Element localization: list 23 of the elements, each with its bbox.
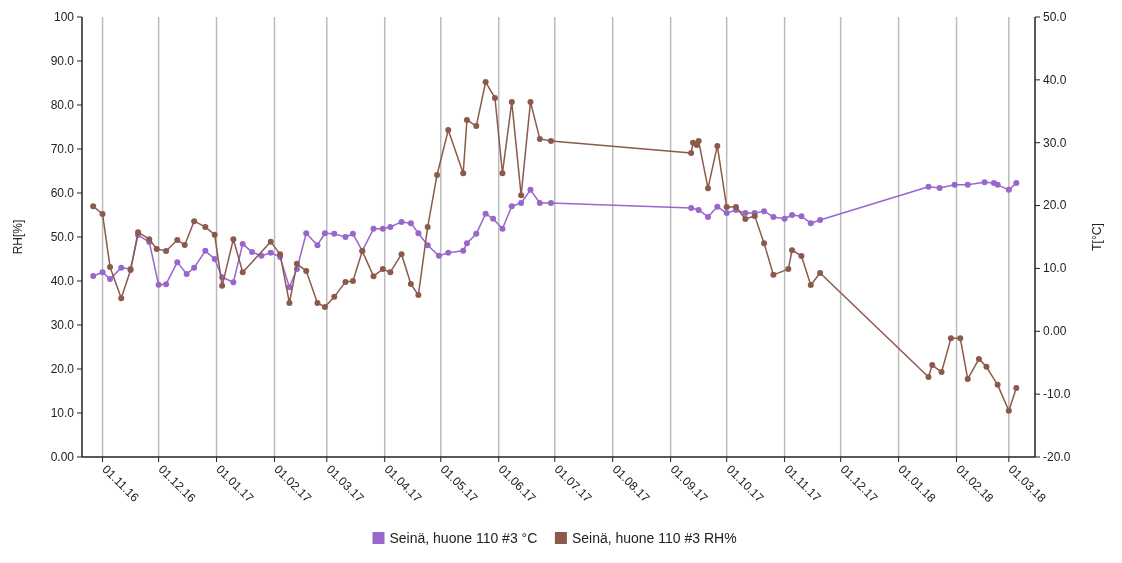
y2-tick-label: 10.0 [1043, 261, 1067, 276]
y-tick-label: 70.0 [50, 141, 75, 156]
y-tick-label: 30.0 [50, 317, 75, 332]
y-tick-label: 100 [53, 9, 75, 24]
y2-tick-label: -10.0 [1043, 386, 1071, 401]
y2-tick-label: -20.0 [1043, 449, 1071, 464]
y2-tick-label: 50.0 [1043, 9, 1067, 24]
y-tick-label: 80.0 [50, 97, 75, 112]
y-axis-title: RH[%] [11, 219, 25, 255]
y2-axis-title: T[°C] [1090, 223, 1104, 251]
y-tick-label: 40.0 [50, 273, 75, 288]
y2-tick-label: 40.0 [1043, 72, 1067, 87]
legend-label: Seinä, huone 110 #3 RH% [571, 530, 737, 546]
y-tick-label: 20.0 [50, 361, 75, 376]
y2-tick-label: 0.00 [1043, 324, 1067, 339]
y2-tick-label: 20.0 [1043, 198, 1067, 213]
y-tick-label: 90.0 [50, 53, 75, 68]
y-tick-label: 50.0 [50, 229, 75, 244]
legend-label: Seinä, huone 110 #3 °C [389, 530, 538, 546]
y-tick-label: 0.00 [50, 449, 75, 464]
y2-tick-label: 30.0 [1043, 135, 1067, 150]
y-tick-label: 10.0 [50, 405, 75, 420]
y-tick-label: 60.0 [50, 185, 75, 200]
